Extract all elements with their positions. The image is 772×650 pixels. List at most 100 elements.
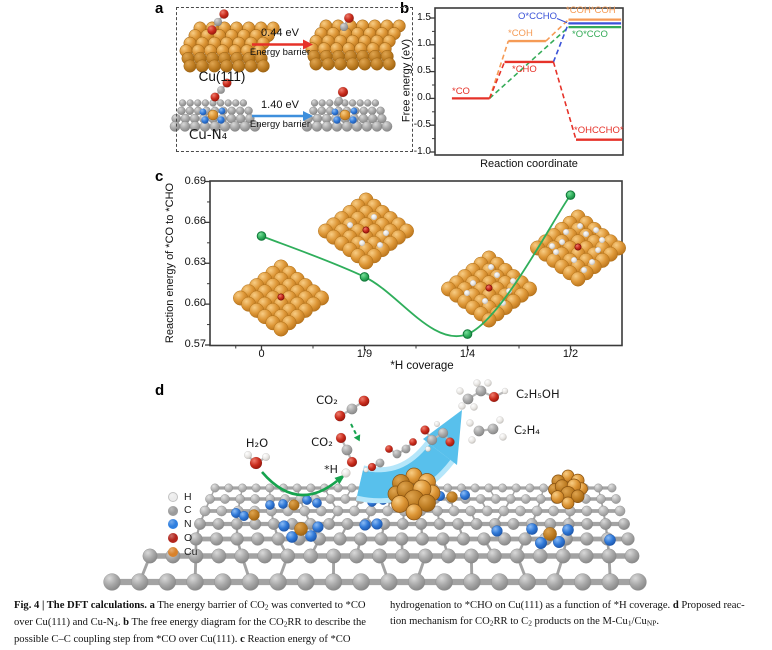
graphene-c-atom [475,494,486,504]
graphene-c-atom [407,573,426,591]
graphene-c-atom [324,573,343,591]
graphene-c-atom [490,573,509,591]
panel-a-letter: a [155,0,164,17]
reaction-arrow-head [303,39,313,50]
graphene-c-atom [395,532,409,546]
cun4-sheet-atom [249,121,261,132]
intermediate-molecule [401,444,411,454]
graphene-c-atom [531,505,543,517]
graphene-c-atom [498,483,507,493]
cluster-co-marker [277,293,285,301]
graphene-c-atom [333,532,347,546]
graphene-c-atom [234,548,250,564]
caption-segment: 2 [528,618,532,628]
co2-molecule [207,25,217,35]
legend-label: O [184,532,193,545]
cun4-sheet-atom [318,99,326,107]
graphene-c-atom [611,494,621,504]
graphene-c-atom [214,573,232,591]
cluster-h-atom [552,248,560,256]
graphene-c-atom [532,548,548,564]
ethanol-molecule [484,379,492,387]
intermediate-molecule [433,420,441,428]
ethylene-molecule [499,433,507,441]
co2-adsorbed-label: CO₂ [311,435,333,449]
ethylene-molecule [468,436,476,444]
c-ytick-label: 0.60 [184,297,206,310]
h-adsorbed-label: *H [324,463,338,476]
legend-label: Cu [184,545,198,558]
co2-molecule [219,9,229,19]
co-molecule [337,86,349,98]
graphene-c-atom [237,483,247,493]
caption-segment: 2 [264,602,269,612]
cluster-h-atom [598,236,606,244]
graphene-c-atom [443,483,453,493]
panel-d-letter: d [155,382,165,399]
graphene-c-atom [481,505,493,517]
graphene-c-atom [520,494,531,504]
b-plot-border [434,7,624,156]
cun4-sheet-atom [364,99,372,107]
graphene-c-atom [347,483,357,493]
cun4-sheet-atom [381,121,393,132]
b-species-label: *COH*COH [566,5,616,16]
graphene-c-atom [230,518,243,530]
cluster-h-atom [370,213,378,221]
co2-molecule [213,17,223,27]
intermediate-molecule [437,427,449,439]
caption-segment: d [672,600,679,611]
caption-segment: . [117,617,124,629]
c-xtick-label: 0 [258,348,265,360]
ethylene-molecule [466,419,474,427]
graphene-c-atom [621,532,635,546]
legend-label: N [184,518,192,531]
b-path-segment [552,61,577,140]
graphene-c-atom [546,573,564,591]
graphene-c-atom [465,505,476,517]
b-species-label: *O*CCO [572,29,608,40]
graphene-c-atom [188,548,204,564]
caption-segment: RR to describe the [287,617,366,629]
graphene-c-atom [618,518,630,530]
cluster-h-atom [469,279,477,287]
nanoparticle-atom [561,496,575,510]
panel-c-coverage-plot [205,180,626,351]
caption-segment: Fig. 4 | The DFT calculations. [14,600,150,611]
graphene-c-atom [436,532,450,546]
intermediate-molecule [424,445,432,453]
doped-cu-atom [248,509,260,521]
c-ytick-label: 0.69 [184,174,206,187]
h2o-label: H₂O [245,436,269,450]
c-xtick-label: 1/4 [459,348,476,360]
cun4-sheet-atom [349,99,357,107]
graphene-c-atom [142,548,158,564]
c-cluster-inset [530,209,626,287]
co2-gas-label: CO₂ [316,393,338,407]
legend-item: O [168,531,197,545]
legend-color-dot [168,491,178,502]
doped-n-atom [562,524,574,536]
caption-segment: The free energy diagram for the CO [129,617,284,629]
graphene-c-atom [593,483,603,493]
graphene-c-atom [490,494,501,504]
b-ytick-label: 0.5 [417,65,431,77]
cun4-sheet-atom [309,106,318,115]
doped-n-atom [371,518,383,530]
graphene-c-atom [614,505,626,517]
cu111-label: Cu(111) [198,69,246,84]
ethanol-molecule [473,379,481,387]
cluster-cu-atom [358,254,374,270]
graphene-c-atom [250,494,260,504]
graphene-c-atom [484,483,494,493]
graphene-c-atom [303,548,319,564]
panel-c-letter: c [155,168,164,185]
doped-cu-atom [288,499,300,511]
graphene-c-atom [205,494,215,504]
b-ytick-label: -0.5 [413,118,431,130]
intermediate-molecule [392,449,402,459]
cu-slab-atom [382,57,396,71]
caption-right-column: hydrogenation to *CHO on Cu(111) as a fu… [390,598,762,631]
co2-molecule [216,85,226,95]
graphene-c-atom [555,548,571,564]
